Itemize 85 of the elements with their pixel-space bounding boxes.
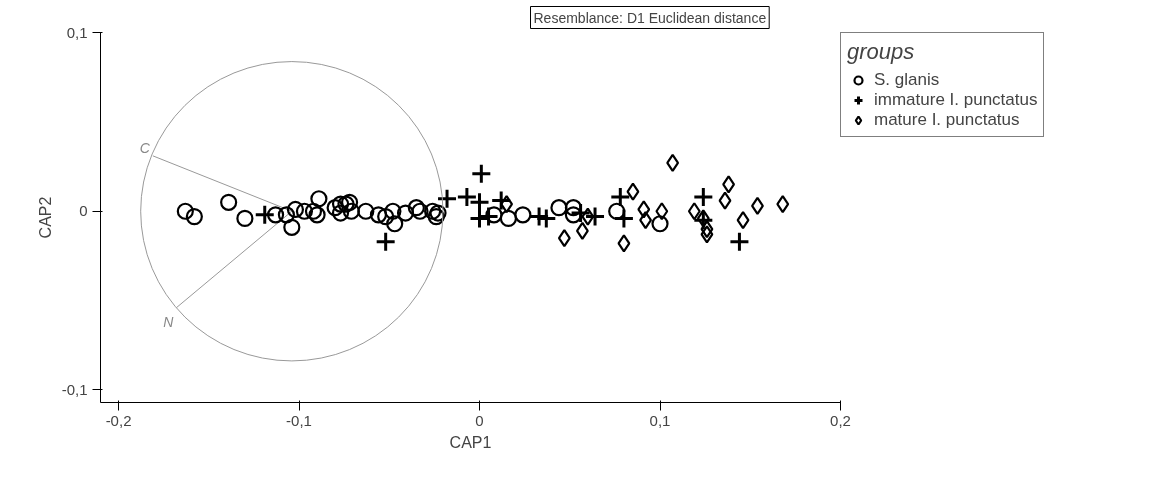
point xyxy=(776,194,790,214)
point xyxy=(692,186,714,208)
point xyxy=(499,209,517,227)
point xyxy=(266,206,285,224)
point xyxy=(337,195,355,213)
point xyxy=(176,202,194,220)
x-axis-title: CAP1 xyxy=(449,433,492,451)
point xyxy=(456,186,478,208)
point xyxy=(608,202,626,220)
point xyxy=(609,186,631,208)
point xyxy=(377,208,395,226)
point xyxy=(295,202,314,220)
point xyxy=(613,207,635,229)
y-axis-title: CAP2 xyxy=(36,196,54,239)
point xyxy=(500,194,514,214)
point xyxy=(340,193,359,211)
point xyxy=(490,190,512,212)
point xyxy=(407,199,425,217)
point xyxy=(564,206,582,224)
point xyxy=(331,204,350,222)
point xyxy=(326,199,344,217)
point xyxy=(304,202,323,220)
x-tick-label: 0,2 xyxy=(830,411,851,429)
point xyxy=(375,231,397,253)
x-tick-label: 0,1 xyxy=(649,411,671,429)
point xyxy=(564,199,582,217)
point xyxy=(575,221,589,241)
point xyxy=(286,200,305,219)
annotation: C xyxy=(139,139,151,156)
point xyxy=(427,208,445,226)
point xyxy=(581,207,595,226)
point xyxy=(570,202,592,224)
point xyxy=(718,191,732,210)
point xyxy=(700,225,714,244)
point xyxy=(687,202,701,221)
point xyxy=(722,175,736,194)
point xyxy=(424,202,442,220)
point xyxy=(728,231,750,253)
y-tick-label: 0 xyxy=(79,202,88,220)
point xyxy=(584,206,606,228)
point xyxy=(550,199,568,217)
point xyxy=(357,202,375,220)
point xyxy=(331,195,350,213)
point xyxy=(369,206,388,224)
point xyxy=(666,153,680,173)
point xyxy=(396,204,415,222)
point xyxy=(651,215,669,233)
point xyxy=(220,193,238,211)
x-tick-label: -0,2 xyxy=(105,411,132,429)
point xyxy=(386,215,404,233)
point xyxy=(342,202,360,220)
point xyxy=(277,206,295,224)
point xyxy=(384,202,402,220)
point xyxy=(436,188,458,210)
point xyxy=(637,200,651,219)
annotation: N xyxy=(163,313,175,330)
point xyxy=(655,202,669,221)
point xyxy=(485,206,503,224)
legend-label: immature I. punctatus xyxy=(874,90,1038,110)
point xyxy=(514,206,532,224)
point xyxy=(429,204,447,222)
point xyxy=(283,218,301,236)
legend-label: mature I. punctatus xyxy=(874,110,1020,130)
y-tick-label: -0,1 xyxy=(61,380,88,398)
point xyxy=(470,163,492,185)
point xyxy=(478,206,500,228)
y-tick-label: 0,1 xyxy=(66,23,88,41)
point xyxy=(639,211,653,230)
text: Resemblance: D1 Euclidean distance xyxy=(533,9,767,26)
point xyxy=(308,206,326,224)
point xyxy=(310,190,328,208)
point xyxy=(736,211,750,230)
x-tick-label: -0,1 xyxy=(286,411,312,429)
legend-label: S. glanis xyxy=(874,70,940,90)
point xyxy=(626,182,640,201)
point xyxy=(700,220,714,239)
point xyxy=(411,202,429,220)
legend-title: groups xyxy=(847,39,916,65)
point xyxy=(535,207,557,229)
point xyxy=(557,228,571,248)
point xyxy=(236,209,254,227)
point xyxy=(617,234,631,253)
point xyxy=(254,204,276,226)
point xyxy=(185,208,203,226)
x-tick-label: 0 xyxy=(475,411,484,429)
